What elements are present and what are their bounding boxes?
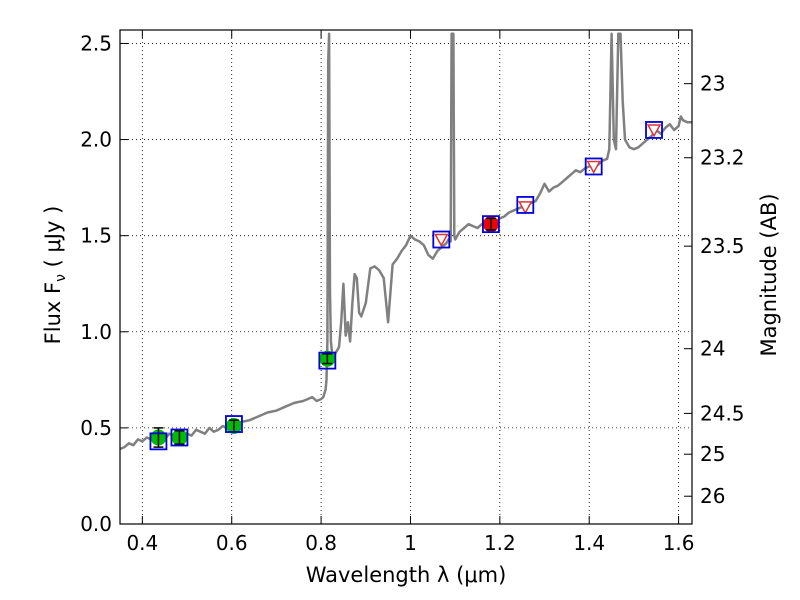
y-tick-label: 1.5	[80, 224, 112, 248]
grid	[120, 30, 692, 525]
y-axis-label-subscript: ν	[53, 274, 69, 282]
upper-limit-marker	[434, 233, 449, 248]
y-axis-label-main: Flux F	[41, 282, 65, 344]
x-tick-label: 1.4	[573, 531, 605, 555]
upper-limit-marker	[586, 160, 601, 175]
model-photometry-square	[149, 432, 168, 451]
x-tick-label: 0.6	[216, 531, 248, 555]
model-photometry-square	[645, 121, 663, 139]
x-tick-label: 1	[404, 531, 417, 555]
y2-axis-ticks: 23 23.2 23.5 24 24.5 25 26	[684, 72, 745, 508]
spectrum-line	[119, 32, 692, 451]
model-photometry-square	[170, 428, 189, 447]
model-photometry-square	[584, 157, 603, 176]
upper-limit-marker	[646, 124, 662, 138]
y-tick-label: 0.0	[80, 512, 112, 536]
y-tick-label: 0.5	[80, 416, 112, 440]
upper-limit-marker	[518, 201, 533, 215]
y2-tick-label: 23	[700, 72, 725, 96]
spectrum-series	[119, 32, 692, 451]
y2-tick-label: 23.5	[700, 234, 745, 258]
model-photometry-square	[432, 230, 451, 249]
y-axis-ticks: 0.0 0.5 1.0 1.5 2.0 2.5	[80, 31, 128, 536]
y2-tick-label: 23.2	[700, 146, 745, 170]
model-photometry-square	[225, 415, 243, 433]
x-axis-label: Wavelength λ (μm)	[306, 563, 507, 587]
y2-axis-label: Magnitude (AB)	[757, 193, 781, 356]
x-tick-label: 0.8	[305, 531, 337, 555]
model-photometry-square	[482, 215, 500, 234]
x-axis-ticks: 0.4 0.6 0.8 1 1.2 1.4 1.6	[126, 30, 695, 555]
y2-tick-label: 26	[700, 484, 725, 508]
model-photometry-square	[318, 351, 337, 370]
y-tick-label: 1.0	[80, 320, 112, 344]
y-axis-label-unit: ( μJy )	[41, 206, 65, 274]
y2-tick-label: 24	[700, 337, 725, 361]
y-axis-label: Flux Fν ( μJy )	[41, 206, 69, 345]
x-tick-label: 0.4	[126, 531, 158, 555]
plot-frame	[119, 29, 693, 525]
model-photometry-square	[516, 196, 535, 214]
y-tick-label: 2.5	[80, 31, 112, 55]
model-points-series	[149, 121, 663, 451]
x-tick-label: 1.6	[663, 531, 695, 555]
x-tick-label: 1.2	[484, 531, 516, 555]
observed-points-series	[150, 124, 662, 448]
y-tick-label: 2.0	[80, 128, 112, 152]
y2-tick-label: 24.5	[700, 401, 745, 425]
y2-tick-label: 25	[700, 442, 725, 466]
